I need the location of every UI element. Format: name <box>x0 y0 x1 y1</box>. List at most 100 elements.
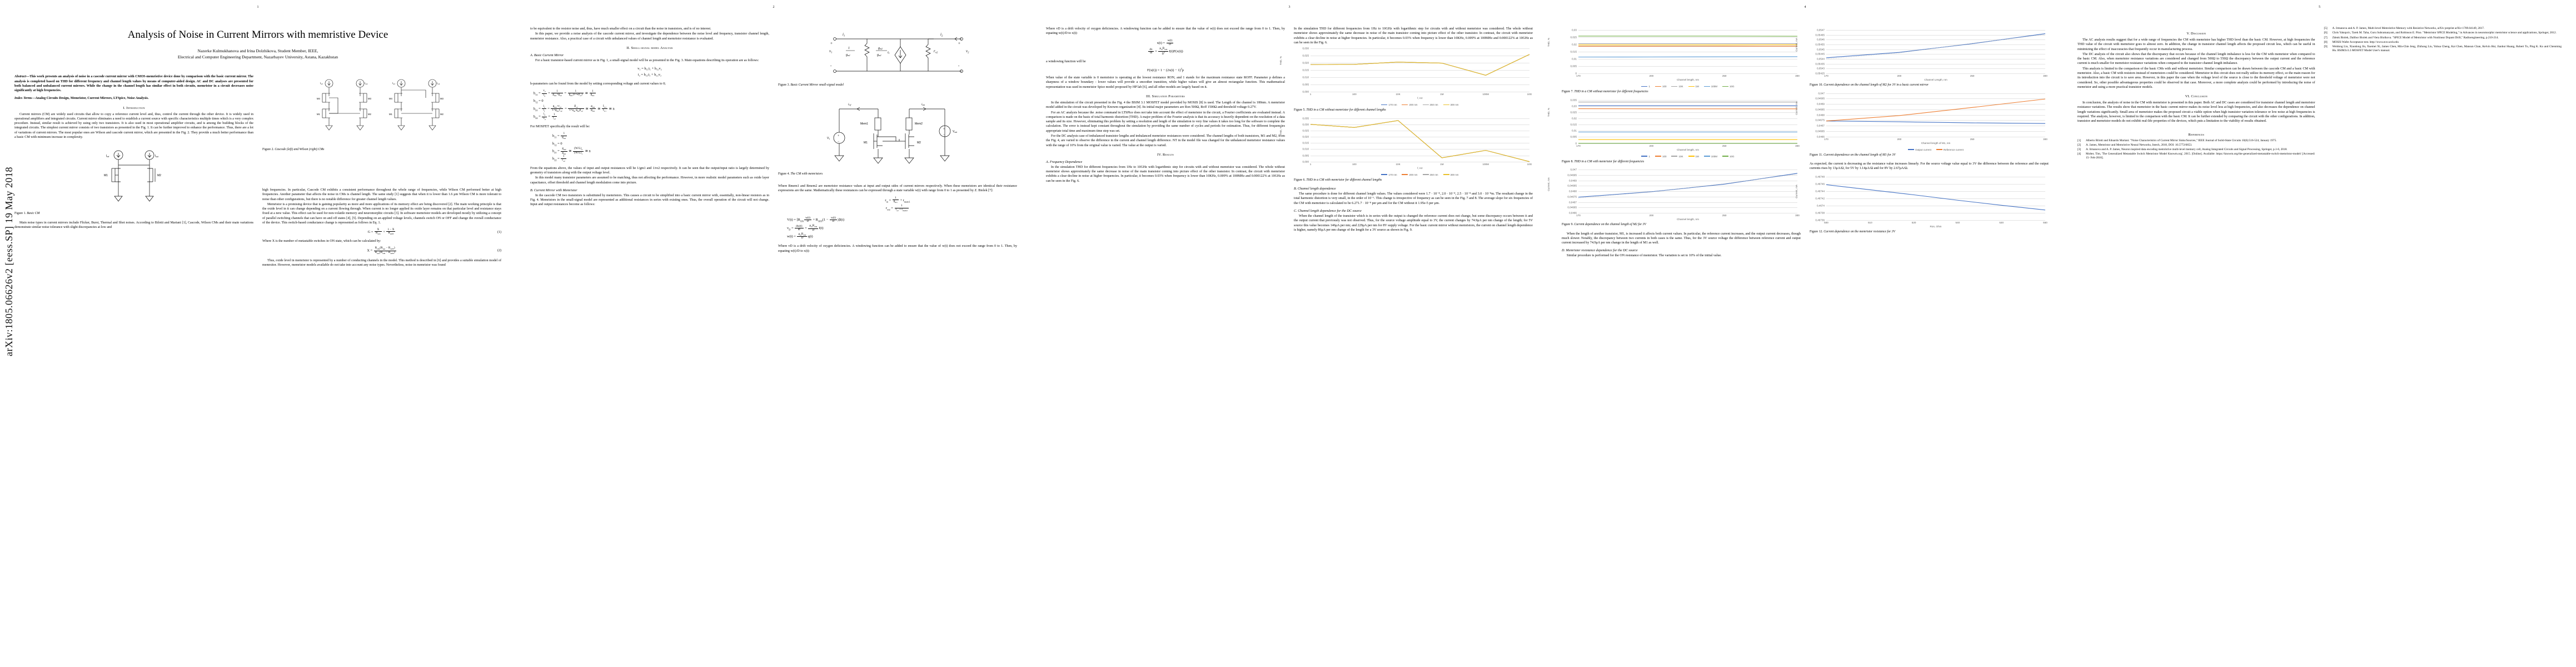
chart-y-tick: 0,05425 <box>1815 72 1825 75</box>
label-iout: Iout <box>365 82 368 85</box>
label-m2: M2 <box>368 113 371 116</box>
chart-legend-swatch <box>1722 86 1729 87</box>
label-m2: M2 <box>440 113 444 116</box>
subsection-frequency-dependence: A. Frequency Dependence <box>1046 160 1083 164</box>
chart-y-tick: 0,025 <box>1302 54 1309 57</box>
chart-fig5: 0,000 0,005 0,010 0,015 0,020 0,025 0,030 1 100 1… <box>1279 47 1533 107</box>
subsection-basic-current-mirror: A. Basic Current Mirror <box>530 53 564 57</box>
chart-y-tick: 0,04665 <box>1815 130 1825 133</box>
paragraph: In the simulation THD for different freq… <box>1294 27 1533 44</box>
chart-series-layer <box>1578 170 1797 213</box>
paper-page-5: 5 V. Discussion The AC analysis results … <box>2063 0 2576 667</box>
chart-series-layer <box>1578 100 1797 143</box>
chart-legend-item: 1M <box>1688 85 1699 88</box>
paragraph: When the length of another transistor, M… <box>1562 232 1801 245</box>
section-heading-results: IV. Results <box>1157 152 1174 157</box>
chart-y-tick: 0,0467 <box>1816 124 1825 127</box>
chart-legend-label: 170 nm <box>1388 173 1397 176</box>
figure-8-chart-block: 0 0,005 0,01 0,015 0,02 0,025 0,03 0,035 170 200 2… <box>1547 98 1801 165</box>
figure-10-number: Figure 10. <box>1810 83 1823 87</box>
svg-text:i1: i1 <box>888 51 890 54</box>
chart-fig7: 0 0,005 0,01 0,015 0,02 0,025 0,03 170 200 250 300… <box>1547 29 1801 88</box>
chart-y-tick: 0,020 <box>1302 135 1309 138</box>
equation-h-parameters: h11 = v2 i2 = 1 gm1+gπ2 = 1 gm1(1+n/βo2) ≅ … <box>534 89 615 121</box>
figure-7-text: THD in a CM without memristor for differ… <box>1574 90 1648 93</box>
p5-col-right: [5] A. Irmanova and A. P. James, Multi-l… <box>2324 27 2562 161</box>
chart-legend-label: 10G <box>1730 85 1735 88</box>
label-m1: M1 <box>104 174 108 177</box>
paragraph: The DC analysis of the circuit also show… <box>2077 52 2315 66</box>
figure-8-number: Figure 8. <box>1562 160 1573 163</box>
chart-legend-label: 100M <box>1711 155 1718 158</box>
chart-series-line <box>1826 185 2045 210</box>
chart-y-tick: 0,0546 <box>1816 38 1825 41</box>
figure-3-small-signal: i1 i2 v1 v2 ro2 + - + - 1 gm1 gm2 gm1 <box>778 30 1017 88</box>
label-vout: Vout <box>953 130 957 133</box>
chart-series-layer <box>1826 30 2045 73</box>
chart-gridline <box>1826 183 2045 185</box>
label-mem2: Mem2 <box>915 122 923 126</box>
chart-legend-item: 1 <box>1641 155 1650 158</box>
chart-legend-item: 300 nm <box>1443 173 1459 176</box>
figure-8-text: THD in a CM with memristor for different… <box>1574 160 1645 163</box>
chart-legend-swatch <box>1422 174 1429 175</box>
label-iout: Iout <box>155 155 158 158</box>
chart-gridline <box>1826 109 2045 110</box>
reference-item: [4] Molter, Tim, 'The Generalized Metast… <box>2077 152 2315 160</box>
chart-y-tick: 0,035 <box>1302 117 1309 120</box>
chart-x-tick: 250 <box>1970 74 1975 77</box>
chart-y-tick: 0,047 <box>1570 168 1577 171</box>
chart-y-tick: 0,030 <box>1302 123 1309 126</box>
paragraph: From the equations above, the values of … <box>530 166 769 175</box>
paragraph: Where vD is a drift velocity of oxygen d… <box>778 245 1017 253</box>
chart-y-tick: 0,025 <box>1302 129 1309 132</box>
chart-gridline <box>1826 120 2045 121</box>
chart-y-tick: 0,0544 <box>1816 57 1825 61</box>
label-iref: Iref <box>320 82 323 85</box>
chart-y-tick: 0,4674 <box>1816 204 1825 207</box>
chart-series-line <box>1311 120 1529 161</box>
chart-x-tick: 10G <box>1527 162 1532 166</box>
reference-text: Weidong Liu, Xiaodong Jin, Xuemei Xi, Ja… <box>2332 45 2562 52</box>
chart-y-tick: 0,05435 <box>1815 62 1825 66</box>
chart-x-tick: 10G <box>1527 93 1532 96</box>
chart-legend-label: 200 nm <box>1409 103 1418 107</box>
chart-y-tick: 0,46736 <box>1815 218 1825 222</box>
chart-y-tick: 0,047 <box>1818 92 1825 95</box>
paragraph: The AC analysis results suggest that for… <box>2077 38 2315 51</box>
chart-y-tick: 0,010 <box>1302 76 1309 79</box>
p3-col-left: Where vD is a drift velocity of oxygen d… <box>1046 27 1285 233</box>
chart-legend-swatch <box>1381 174 1388 175</box>
figure-2-text: Cascode (left) and Wilson (right) CMs <box>275 148 325 152</box>
chart-legend-swatch <box>1671 86 1678 87</box>
p1-col-left: Abstract—This work presents an analysis … <box>14 74 253 268</box>
chart-y-tick: 0,0545 <box>1816 48 1825 51</box>
index-terms-dash: — <box>32 97 36 101</box>
svg-text:-: - <box>958 63 960 68</box>
figure-12-number: Figure 12. <box>1810 230 1823 233</box>
subsection-cm-with-memristor: B. Current Mirror with Memristor <box>530 188 577 192</box>
chart-legend-swatch <box>1671 156 1678 157</box>
chart-x-tick: 200 <box>1649 74 1654 77</box>
chart-legend-item: 200 nm <box>1402 173 1418 176</box>
chart-legend-label: 300 nm <box>1450 103 1459 107</box>
chart-fig9: 0,0466 0,04665 0,0467 0,04675 0,0468 0,04685 0… <box>1547 168 1801 221</box>
chart-legend-swatch <box>1703 86 1710 87</box>
paragraph: This analysis is limited to the comparis… <box>2077 67 2315 89</box>
index-terms-body: Analog Circuits Design, Memristor, Curre… <box>35 97 149 101</box>
chart-x-tick: 250 <box>1722 144 1727 147</box>
chart-fig11: 0,0466 0,04665 0,0467 0,04675 0,0468 0,04685 0… <box>1795 92 2049 151</box>
figure-9-number: Figure 9. <box>1562 223 1573 227</box>
figure-7-chart-block: 0 0,005 0,01 0,015 0,02 0,025 0,03 170 200 250 300… <box>1547 29 1801 94</box>
chart-y-axis-label: THD, % <box>1279 56 1282 66</box>
section-heading-simulation-parameters: III. Simulation Parameters <box>1146 94 1185 99</box>
chart-y-tick: 0,015 <box>1570 123 1577 126</box>
chart-plot-area: 0 0,005 0,01 0,015 0,02 0,025 0,03 170 200 250 300 <box>1571 29 1800 78</box>
chart-x-tick: 170 <box>1576 144 1581 147</box>
chart-x-tick: 200 <box>1897 137 1902 141</box>
chart-legend: Output current Reference current <box>1826 148 2045 151</box>
chart-x-axis-label: Channel Length, nm <box>1924 78 1947 81</box>
chart-y-tick: 0,015 <box>1302 141 1309 145</box>
chart-y-tick: 0,0467 <box>1568 201 1577 204</box>
abstract-block: Abstract—This work presents an analysis … <box>14 74 253 93</box>
